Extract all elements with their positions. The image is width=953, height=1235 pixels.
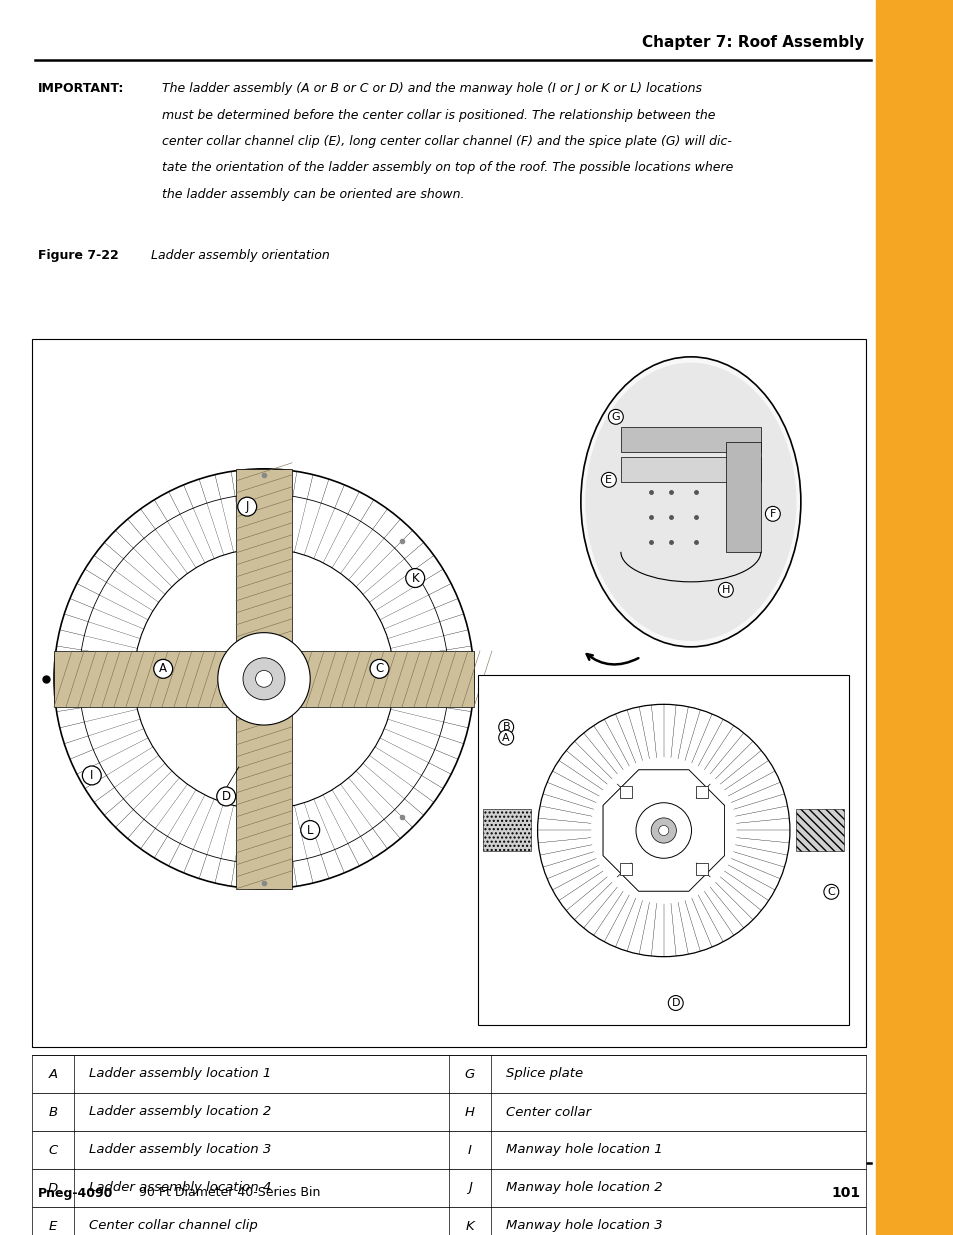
Text: C: C: [49, 1144, 57, 1156]
Text: Ladder assembly orientation: Ladder assembly orientation: [147, 249, 330, 262]
Text: Splice plate: Splice plate: [505, 1067, 582, 1081]
Ellipse shape: [584, 363, 796, 641]
Text: The ladder assembly (A or B or C or D) and the manway hole (I or J or K or L) lo: The ladder assembly (A or B or C or D) a…: [162, 82, 701, 95]
Bar: [796, 809, 843, 851]
Text: 90 Ft Diameter 40-Series Bin: 90 Ft Diameter 40-Series Bin: [135, 1187, 320, 1199]
Bar: [32, 1170, 865, 1207]
Bar: [875, 0, 953, 1235]
Text: Pneg-4090: Pneg-4090: [38, 1187, 113, 1199]
Text: A: A: [49, 1067, 57, 1081]
Text: tate the orientation of the ladder assembly on top of the roof. The possible loc: tate the orientation of the ladder assem…: [162, 162, 733, 174]
Text: D: D: [48, 1182, 58, 1194]
Bar: [725, 442, 760, 552]
Text: G: G: [464, 1067, 475, 1081]
Text: E: E: [605, 474, 612, 485]
Text: IMPORTANT:: IMPORTANT:: [38, 82, 124, 95]
Bar: [619, 787, 631, 799]
Text: Manway hole location 2: Manway hole location 2: [505, 1182, 662, 1194]
Text: H: H: [464, 1105, 475, 1119]
Text: Manway hole location 1: Manway hole location 1: [505, 1144, 662, 1156]
Bar: [620, 457, 760, 482]
Text: H: H: [720, 585, 729, 595]
Text: L: L: [307, 824, 314, 836]
Text: A: A: [502, 732, 510, 742]
Bar: [32, 1093, 865, 1131]
Bar: [54, 651, 474, 706]
Text: E: E: [49, 1219, 57, 1233]
Bar: [619, 862, 631, 874]
Bar: [32, 1207, 865, 1235]
Text: A: A: [159, 662, 167, 676]
Text: center collar channel clip (E), long center collar channel (F) and the spice pla: center collar channel clip (E), long cen…: [162, 135, 731, 148]
Bar: [477, 674, 848, 1025]
Bar: [235, 469, 292, 889]
Text: G: G: [611, 411, 619, 422]
Bar: [695, 787, 707, 799]
Circle shape: [255, 671, 273, 687]
Text: must be determined before the center collar is positioned. The relationship betw: must be determined before the center col…: [162, 109, 715, 121]
Bar: [695, 862, 707, 874]
Text: F: F: [769, 509, 775, 519]
Bar: [620, 427, 760, 452]
Text: the ladder assembly can be oriented are shown.: the ladder assembly can be oriented are …: [162, 188, 464, 201]
Text: Figure 7-22: Figure 7-22: [38, 249, 118, 262]
Text: K: K: [465, 1219, 474, 1233]
Text: Ladder assembly location 3: Ladder assembly location 3: [89, 1144, 271, 1156]
Text: B: B: [49, 1105, 57, 1119]
Text: Center collar channel clip: Center collar channel clip: [89, 1219, 257, 1233]
Circle shape: [636, 803, 691, 858]
Circle shape: [658, 825, 668, 836]
Bar: [32, 1131, 865, 1170]
Text: J: J: [245, 500, 249, 513]
Text: Ladder assembly location 4: Ladder assembly location 4: [89, 1182, 271, 1194]
Bar: [32, 1055, 865, 1093]
Bar: [32, 338, 865, 1047]
Text: B: B: [502, 722, 510, 732]
Text: D: D: [221, 790, 231, 803]
Ellipse shape: [580, 357, 800, 647]
Text: I: I: [468, 1144, 472, 1156]
Text: Manway hole location 3: Manway hole location 3: [505, 1219, 662, 1233]
Text: Center collar: Center collar: [505, 1105, 591, 1119]
Circle shape: [217, 632, 310, 725]
Text: D: D: [671, 998, 679, 1008]
Circle shape: [651, 818, 676, 844]
Text: Ladder assembly location 2: Ladder assembly location 2: [89, 1105, 271, 1119]
Bar: [482, 809, 531, 851]
Polygon shape: [602, 769, 723, 892]
Circle shape: [243, 658, 285, 700]
Text: C: C: [826, 887, 834, 897]
Text: C: C: [375, 662, 383, 676]
Text: K: K: [411, 572, 418, 584]
Text: J: J: [468, 1182, 472, 1194]
Text: Chapter 7: Roof Assembly: Chapter 7: Roof Assembly: [641, 35, 863, 49]
Text: I: I: [90, 769, 93, 782]
Text: 101: 101: [831, 1186, 861, 1200]
Text: Ladder assembly location 1: Ladder assembly location 1: [89, 1067, 271, 1081]
